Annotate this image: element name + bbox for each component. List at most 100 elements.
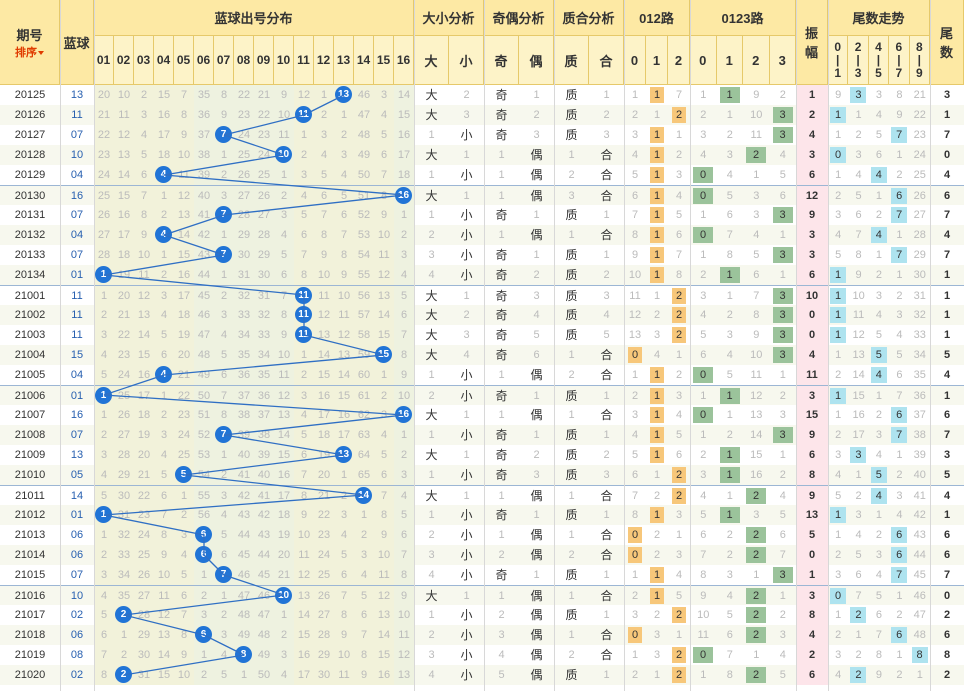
sort-arrow-icon[interactable] (38, 50, 44, 55)
dist-cell: 9 (314, 245, 334, 265)
size-cell: 大 (425, 408, 438, 422)
tail-num-cell: 1 (943, 329, 951, 341)
sort-label[interactable]: 排序 (15, 46, 37, 59)
table-row: 21007 16 1 26 18 2 23 51 8 38 37 13 4 17 16 62 3 16 大 1 1 偶 1 合… (0, 405, 964, 425)
dist-cell: 9 (294, 505, 314, 525)
dist-cell: 40 (254, 465, 274, 485)
road3-cell: 2 (631, 590, 639, 602)
dist-cell: 24 (254, 145, 274, 165)
blue-cell: 05 (70, 469, 84, 481)
tail-cell: 27 (913, 209, 926, 221)
dist-cell: 5 (94, 605, 114, 625)
dist-cell: 17 (134, 386, 154, 406)
road4-cell: 3 (770, 425, 797, 445)
tail-cell: 3 (896, 309, 903, 321)
dist-cell: 11 (334, 305, 354, 325)
sort-control[interactable]: 排序 (15, 44, 44, 60)
tail-cell: 7 (889, 125, 909, 145)
column-divider (690, 0, 691, 691)
tail-num-cell: 3 (943, 449, 951, 461)
tail-cell: 4 (869, 165, 889, 185)
dist-cell: 4 (94, 465, 114, 485)
tail-num-cell: 1 (943, 269, 951, 281)
table-row: 21011 14 5 30 22 6 1 55 3 42 41 17 8 21 2 14 7 4 大 1 1 偶 1 合 7 2 2… (0, 485, 964, 506)
road4-cell: 1 (753, 569, 760, 581)
tail-cell: 1 (896, 229, 903, 241)
road4-cell: 2 (726, 429, 733, 441)
tail-cell: 1 (835, 409, 842, 421)
dist-cell: 12 (374, 265, 394, 285)
road3-sub-0: 0 (624, 36, 646, 85)
tail-cell: 3 (855, 509, 862, 521)
prime-cell: 合 (600, 528, 613, 542)
period-cell: 21008 (14, 429, 46, 441)
parity-cell: 偶 (530, 548, 543, 562)
blue-ball: 7 (215, 206, 232, 223)
road4-cell: 3 (770, 565, 797, 585)
amp-cell: 3 (796, 145, 828, 165)
dist-cell: 44 (254, 545, 274, 565)
dist-cell: 4 (134, 125, 154, 145)
road3-cell: 4 (675, 409, 683, 421)
amp-cell: 8 (796, 605, 828, 625)
dist-cell: 27 (94, 225, 114, 245)
dist-cell: 11 (294, 325, 314, 345)
road4-cell: 1 (753, 169, 760, 181)
prime-cell: 1 (568, 590, 575, 602)
tail-cell: 9 (896, 109, 903, 121)
dist-cell: 58 (354, 325, 374, 345)
dist-cell: 27 (234, 186, 254, 206)
dist-cell: 10 (374, 225, 394, 245)
dist-cell: 36 (194, 105, 214, 125)
tail-hit: 4 (870, 488, 887, 504)
dist-cell: 12 (174, 186, 194, 206)
dist-cell: 8 (334, 605, 354, 625)
dist-cell: 2 (214, 165, 234, 185)
road4-cell: 3 (770, 245, 797, 265)
dist-cell: 3 (294, 386, 314, 406)
tail-cell: 3 (875, 429, 883, 441)
tail-cell: 3 (835, 209, 842, 221)
size-cell: 小 (460, 648, 473, 662)
road3-cell: 11 (629, 290, 641, 302)
dist-cell: 10 (334, 645, 354, 665)
road4-cell: 2 (726, 309, 733, 321)
dist-cell: 26 (234, 165, 254, 185)
dist-cell: 31 (114, 505, 134, 525)
tail-hit: 7 (891, 127, 908, 143)
tail-cell: 6 (855, 569, 862, 581)
dist-cell: 13 (374, 286, 394, 306)
road3-cell: 1 (646, 186, 668, 206)
prime-cell: 质 (565, 88, 578, 102)
amp-cell: 10 (796, 286, 828, 306)
tail-hit: 1 (830, 288, 846, 304)
tail-cell: 5 (896, 349, 903, 361)
dist-cell: 25 (114, 386, 134, 406)
dist-cell: 56 (194, 505, 214, 525)
blue-cell: 07 (70, 429, 84, 441)
dist-cell: 12 (154, 605, 174, 625)
tail-cell: 5 (855, 190, 862, 202)
road4-cell: 4 (753, 229, 760, 241)
blue-cell: 16 (70, 409, 84, 421)
parity-cell: 5 (533, 329, 540, 341)
road4-cell: 3 (726, 569, 733, 581)
dist-cell: 10 (174, 145, 194, 165)
dist-cell: 11 (314, 286, 334, 306)
size-cell: 4 (428, 569, 435, 581)
parity-cell: 偶 (530, 608, 543, 622)
parity-cell: 4 (498, 649, 505, 661)
dist-cell: 26 (254, 186, 274, 206)
dist-cell: 1 (334, 465, 354, 485)
prime-cell: 合 (600, 228, 613, 242)
tail-hit: 2 (850, 667, 867, 683)
blue-ball: 7 (215, 246, 232, 263)
blue-ball: 7 (215, 126, 232, 143)
tail-cell: 24 (913, 149, 926, 161)
tail-num-cell: 1 (943, 109, 951, 121)
blue-cell: 16 (70, 190, 84, 202)
tail-cell: 4 (875, 109, 883, 121)
road3-cell: 0 (624, 525, 646, 545)
road4-cell: 1 (700, 390, 707, 402)
dist-cell: 1 (94, 386, 114, 406)
